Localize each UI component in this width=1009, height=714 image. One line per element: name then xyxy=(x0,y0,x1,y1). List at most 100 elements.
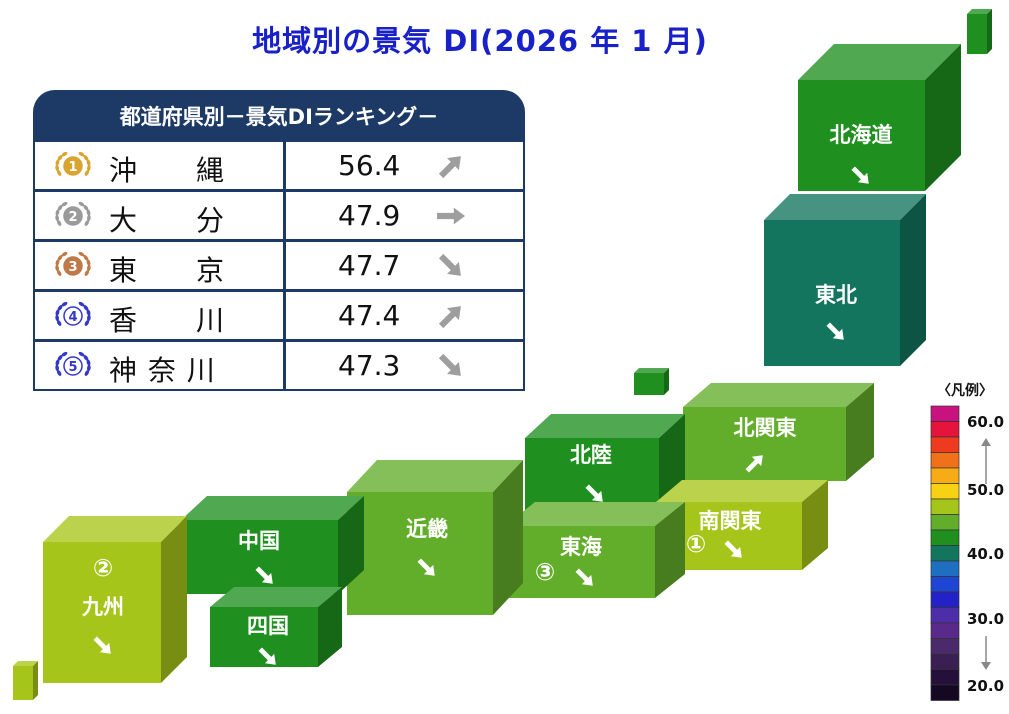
trend-down-arrow-icon xyxy=(851,166,869,184)
block-side-face xyxy=(900,194,926,366)
block-front-face xyxy=(347,492,493,615)
trend-up-arrow-icon xyxy=(745,455,763,473)
legend-label: 40.0 xyxy=(967,545,1005,563)
block-top-face xyxy=(43,516,187,542)
ranking-row: 5 神 奈 川 47.3 xyxy=(35,342,523,389)
block-top-face xyxy=(764,194,926,220)
block-top-face xyxy=(181,496,364,520)
region-label: 南関東 xyxy=(699,509,762,533)
di-value: 47.9 xyxy=(338,199,401,232)
legend-swatch xyxy=(930,684,960,701)
di-value: 47.3 xyxy=(338,349,401,382)
trend-down-arrow-icon xyxy=(585,484,603,502)
legend-swatch xyxy=(930,467,960,484)
trend-up-arrow-icon xyxy=(438,306,461,329)
region-block-kyushu: 九州 ② xyxy=(43,516,187,683)
legend-swatch xyxy=(930,653,960,670)
region-label: 九州 xyxy=(81,595,124,619)
region-block-tohoku: 東北 xyxy=(764,194,926,366)
region-label: 北陸 xyxy=(570,443,612,467)
island-block xyxy=(967,9,992,54)
page-title: 地域別の景気 DI(2026 年 1 月) xyxy=(252,24,708,58)
block-side-face xyxy=(655,502,685,598)
legend-swatch xyxy=(930,452,960,469)
trend-down-arrow-icon xyxy=(258,647,276,665)
medal-rank: 4 xyxy=(68,310,77,325)
legend-swatch xyxy=(930,560,960,577)
region-label: 中国 xyxy=(238,529,280,553)
block-front-face xyxy=(505,526,655,598)
region-label: 東海 xyxy=(560,535,602,559)
legend-swatch xyxy=(930,421,960,438)
region-label: 近畿 xyxy=(406,517,448,541)
legend-label: 60.0 xyxy=(967,413,1005,431)
ranking-header: 都道府県別－景気DIランキング－ xyxy=(33,90,525,142)
laurel-medal-icon: 4 xyxy=(55,301,91,326)
rank-mark: ③ xyxy=(535,558,555,586)
region-label: 四国 xyxy=(247,614,289,638)
trend-flat-arrow-icon xyxy=(437,207,465,225)
legend-swatch xyxy=(930,545,960,562)
block-front-face xyxy=(43,542,161,683)
trend-down-arrow-icon xyxy=(438,353,461,376)
legend-swatch xyxy=(930,607,960,624)
rank-mark: ① xyxy=(686,530,706,558)
legend-title: 〈凡例〉 xyxy=(937,383,993,399)
laurel-medal-icon: 2 xyxy=(55,201,91,226)
block-top-face xyxy=(798,44,961,80)
trend-down-arrow-icon xyxy=(93,636,111,654)
block-side-face xyxy=(802,480,828,570)
ranking-value-cell: 47.4 xyxy=(286,292,523,339)
region-block-chugoku: 中国 xyxy=(181,496,364,594)
ranking-name-cell: 3 東 京 xyxy=(35,242,283,289)
ranking-row: 1 沖 縄 56.4 xyxy=(35,142,523,189)
block-top-face xyxy=(347,460,523,492)
di-value: 56.4 xyxy=(338,149,401,182)
medal-rank: 1 xyxy=(68,160,77,175)
block-front-face xyxy=(525,438,659,510)
block-top-face xyxy=(210,587,342,607)
region-block-kita-kanto: 北関東 xyxy=(683,383,874,481)
ranking-table: 都道府県別－景気DIランキング－ 1 沖 縄 56.4 2 大 分 47.9 3 東 京 47.… xyxy=(33,90,525,391)
ranking-row: 2 大 分 47.9 xyxy=(35,192,523,239)
block-top-face xyxy=(505,502,685,526)
legend-colorbar xyxy=(930,405,991,701)
rank-mark: ② xyxy=(93,554,113,582)
trend-down-arrow-icon xyxy=(826,322,844,340)
region-block-hokuriku: 北陸 xyxy=(525,414,685,510)
legend-swatch xyxy=(930,498,960,515)
region-label: 北関東 xyxy=(734,416,797,440)
legend-swatch xyxy=(930,514,960,531)
prefecture-name: 東 京 xyxy=(109,254,226,287)
prefecture-name: 沖 縄 xyxy=(109,154,226,187)
legend-swatch xyxy=(930,591,960,608)
ranking-value-cell: 47.9 xyxy=(286,192,523,239)
region-block-hokkaido: 北海道 xyxy=(798,44,961,191)
block-front-face xyxy=(683,407,846,481)
trend-down-arrow-icon xyxy=(438,253,461,276)
trend-down-arrow-icon xyxy=(255,566,273,584)
ranking-row: 4 香 川 47.4 xyxy=(35,292,523,339)
region-label: 北海道 xyxy=(830,123,893,147)
legend-swatch xyxy=(930,405,960,422)
laurel-medal-icon: 5 xyxy=(55,351,91,376)
ranking-name-cell: 2 大 分 xyxy=(35,192,283,239)
block-side-face xyxy=(318,587,342,667)
ranking-name-cell: 1 沖 縄 xyxy=(35,142,283,189)
block-side-face xyxy=(493,460,523,615)
block-front-face xyxy=(764,220,900,366)
legend-label: 30.0 xyxy=(967,610,1005,628)
legend-swatch xyxy=(930,576,960,593)
block-side-face xyxy=(925,44,961,191)
ranking-name-cell: 4 香 川 xyxy=(35,292,283,339)
laurel-medal-icon: 1 xyxy=(55,151,91,176)
island-block xyxy=(13,661,38,700)
ranking-name-cell: 5 神 奈 川 xyxy=(35,342,283,389)
block-top-face xyxy=(656,480,828,502)
block-side-face xyxy=(338,496,364,594)
ranking-value-cell: 47.7 xyxy=(286,242,523,289)
region-block-tokai: 東海③ xyxy=(505,502,685,598)
ranking-value-cell: 56.4 xyxy=(286,142,523,189)
region-label: 東北 xyxy=(815,283,857,307)
ranking-value-cell: 47.3 xyxy=(286,342,523,389)
